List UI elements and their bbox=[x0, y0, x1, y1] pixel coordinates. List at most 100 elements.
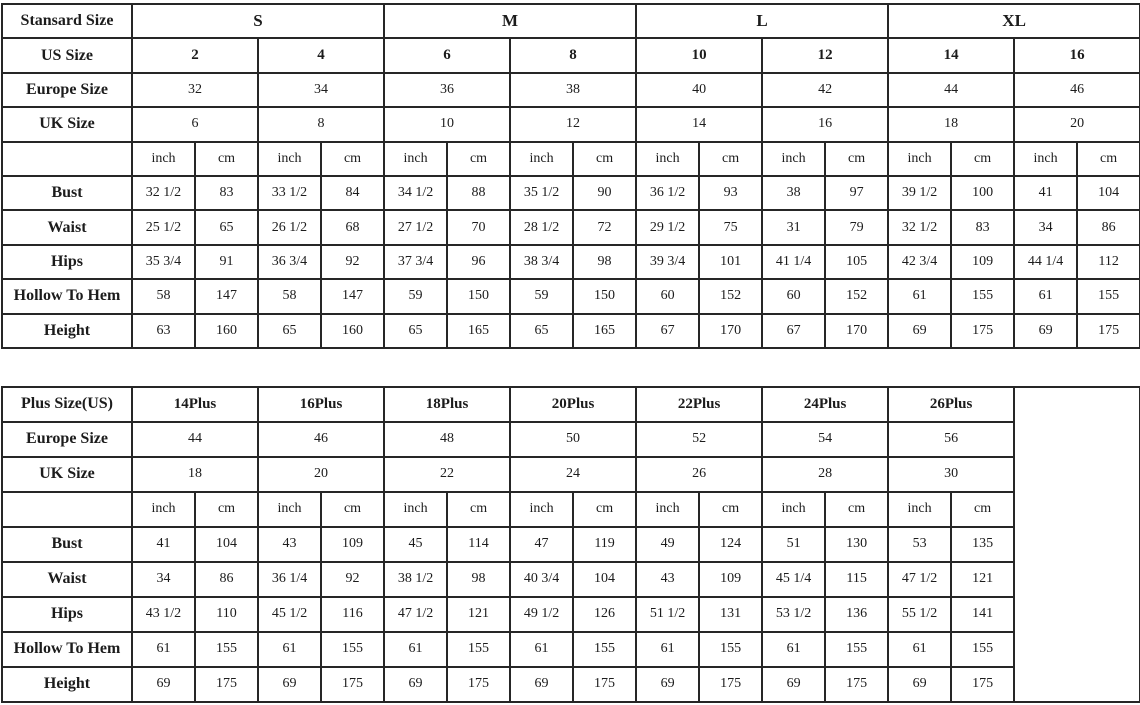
cell: 69 bbox=[383, 665, 449, 703]
cell: 18 bbox=[130, 455, 260, 493]
cell: 34 1/2 bbox=[383, 174, 449, 212]
cell: cm bbox=[698, 140, 764, 177]
cell: 12 bbox=[761, 37, 890, 74]
cell: 124 bbox=[698, 525, 764, 563]
cell: 92 bbox=[320, 560, 386, 598]
cell: 41 bbox=[1013, 174, 1079, 212]
cell: 104 bbox=[1076, 174, 1140, 212]
row-label: UK Size bbox=[1, 106, 133, 143]
cell: 84 bbox=[319, 174, 386, 212]
cell: 170 bbox=[698, 312, 764, 349]
cell: XL bbox=[887, 2, 1140, 40]
cell: 165 bbox=[446, 312, 512, 349]
table-row: UK Size 6 8 10 12 14 16 18 20 bbox=[1, 106, 1140, 143]
cell: 45 bbox=[383, 525, 449, 563]
row-label: Hips bbox=[1, 595, 133, 633]
table-row: Hips 43 1/2 110 45 1/2 116 47 1/2 121 49 1/2 126… bbox=[1, 595, 1140, 633]
cell: 61 bbox=[887, 630, 953, 668]
cell: 175 bbox=[950, 665, 1016, 703]
cell: 105 bbox=[824, 243, 890, 281]
cell: 45 1/2 bbox=[257, 595, 323, 633]
cell: 61 bbox=[131, 630, 196, 668]
cell: 155 bbox=[824, 630, 890, 668]
cell: 38 bbox=[761, 174, 827, 212]
cell: cm bbox=[572, 490, 638, 528]
cell: 69 bbox=[635, 665, 701, 703]
cell: 8 bbox=[256, 106, 386, 143]
cell: 61 bbox=[887, 278, 953, 315]
cell: 42 bbox=[761, 71, 890, 109]
cell: 40 bbox=[635, 71, 764, 109]
table-row: Europe Size 44 46 48 50 52 54 56 bbox=[1, 420, 1140, 458]
row-label: Plus Size(US) bbox=[1, 385, 133, 423]
cell: 155 bbox=[572, 630, 638, 668]
cell: 126 bbox=[572, 595, 638, 633]
cell: 28 1/2 bbox=[509, 209, 575, 246]
cell: 39 3/4 bbox=[635, 243, 701, 281]
cell: 35 3/4 bbox=[131, 243, 196, 281]
cell: 6 bbox=[131, 106, 259, 143]
row-label: UK Size bbox=[1, 455, 133, 493]
table-row: inch cm inch cm inch cm inch cm inch cm inch cm inch… bbox=[1, 490, 1140, 528]
cell: 20Plus bbox=[509, 385, 638, 423]
cell: 10 bbox=[635, 37, 764, 74]
cell: 41 1/4 bbox=[761, 243, 827, 281]
cell: 90 bbox=[572, 174, 638, 212]
cell: inch bbox=[257, 140, 322, 177]
cell: 155 bbox=[193, 630, 260, 668]
table-row: Hollow To Hem 61 155 61 155 61 155 61 155 61 155 61… bbox=[1, 630, 1140, 668]
cell: 121 bbox=[950, 560, 1016, 598]
cell: 72 bbox=[572, 209, 638, 246]
cell: 47 1/2 bbox=[383, 595, 449, 633]
cell: 53 bbox=[887, 525, 953, 563]
cell: 150 bbox=[572, 278, 638, 315]
cell: 36 1/2 bbox=[635, 174, 701, 212]
cell: 165 bbox=[572, 312, 638, 349]
cell: 50 bbox=[509, 420, 638, 458]
standard-size-table-body: Stansard Size S M L XL US Size 2 4 6 8 10 12 14 16 Eur… bbox=[1, 2, 1140, 349]
cell: 10 bbox=[383, 106, 512, 143]
plus-size-table: Plus Size(US) 14Plus 16Plus 18Plus 20Plus 22P… bbox=[1, 385, 1140, 703]
cell: 61 bbox=[1013, 278, 1079, 315]
cell: inch bbox=[131, 490, 196, 528]
cell: 69 bbox=[1013, 312, 1079, 349]
cell: 53 1/2 bbox=[761, 595, 827, 633]
cell: 58 bbox=[131, 278, 196, 315]
cell: 67 bbox=[761, 312, 827, 349]
cell: 44 bbox=[887, 71, 1016, 109]
cell: 14Plus bbox=[130, 385, 260, 423]
cell: 155 bbox=[1076, 278, 1140, 315]
cell: 45 1/4 bbox=[761, 560, 827, 598]
cell: 34 bbox=[131, 560, 196, 598]
cell: 152 bbox=[824, 278, 890, 315]
row-label bbox=[1, 140, 133, 177]
cell: inch bbox=[887, 140, 953, 177]
cell: 43 bbox=[635, 560, 701, 598]
cell: 65 bbox=[257, 312, 322, 349]
cell: 37 3/4 bbox=[383, 243, 449, 281]
cell: cm bbox=[950, 490, 1016, 528]
row-label: Hollow To Hem bbox=[1, 630, 133, 668]
cell: 40 3/4 bbox=[509, 560, 575, 598]
table-row: Height 63 160 65 160 65 165 65 165 67 170 67 170 69 17… bbox=[1, 312, 1140, 349]
cell: 136 bbox=[824, 595, 890, 633]
table-row: Waist 25 1/2 65 26 1/2 68 27 1/2 70 28 1/2 72 29 … bbox=[1, 209, 1140, 246]
cell: 38 3/4 bbox=[509, 243, 575, 281]
cell: 38 1/2 bbox=[383, 560, 449, 598]
cell: inch bbox=[761, 490, 827, 528]
cell: 59 bbox=[383, 278, 449, 315]
row-label: Hollow To Hem bbox=[1, 278, 133, 315]
cell: 61 bbox=[257, 630, 323, 668]
cell: 91 bbox=[194, 243, 259, 281]
cell: 135 bbox=[950, 525, 1016, 563]
cell: 112 bbox=[1076, 243, 1140, 281]
table-row: Waist 34 86 36 1/4 92 38 1/2 98 40 3/4 104 43 109 4… bbox=[1, 560, 1140, 598]
cell: 60 bbox=[761, 278, 827, 315]
cell: 160 bbox=[194, 312, 259, 349]
cell: 46 bbox=[1013, 71, 1140, 109]
cell: 65 bbox=[509, 312, 575, 349]
cell: 52 bbox=[635, 420, 764, 458]
cell: 130 bbox=[824, 525, 890, 563]
cell: 101 bbox=[698, 243, 764, 281]
